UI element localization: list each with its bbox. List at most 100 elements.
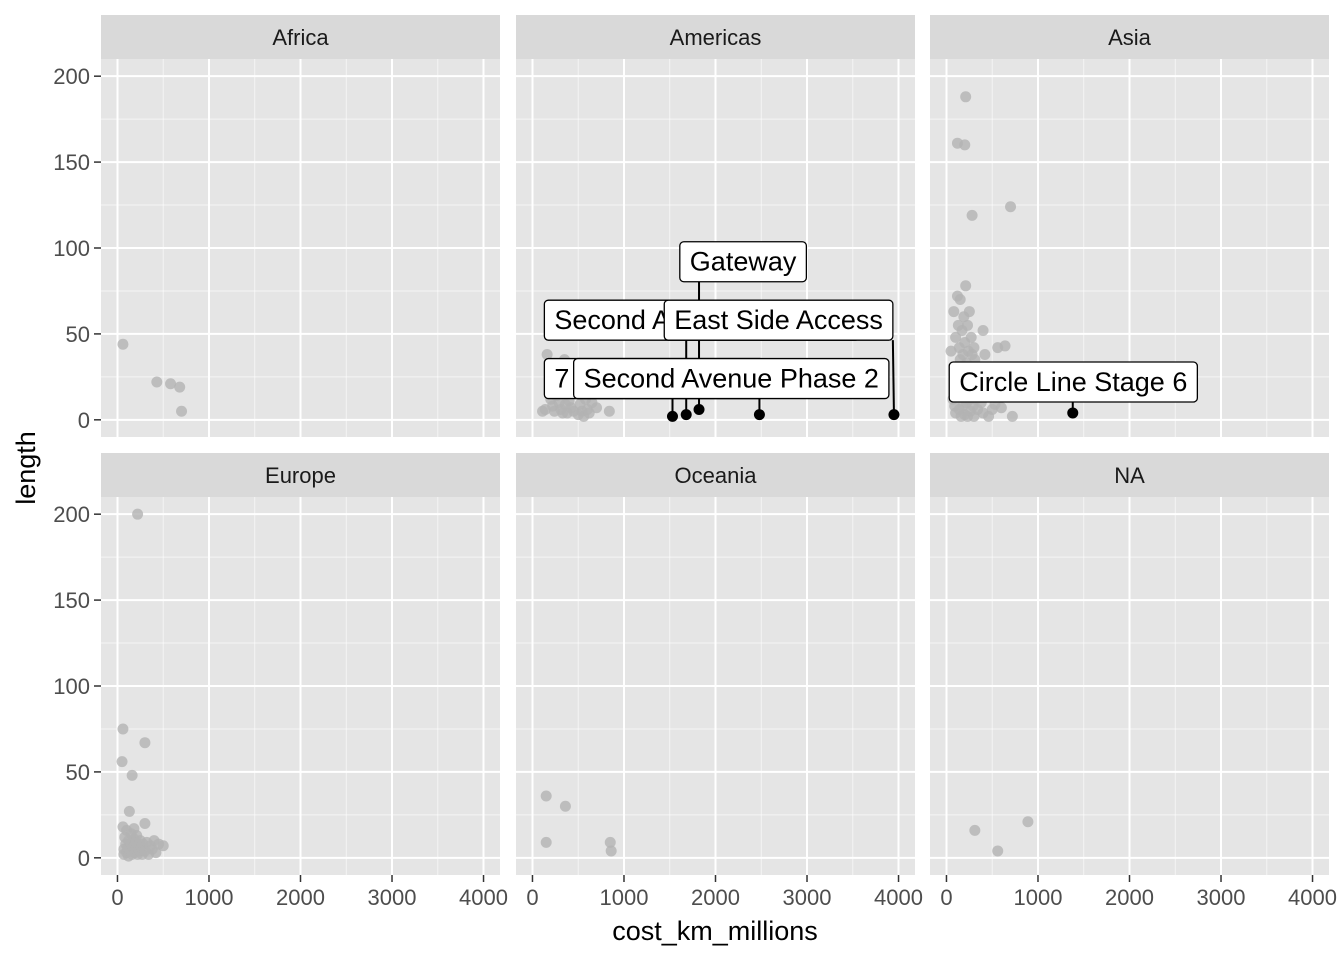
highlight-point (680, 409, 692, 421)
x-tick-label: 4000 (874, 885, 923, 910)
facet-strip (101, 15, 500, 59)
data-point (165, 378, 177, 390)
data-point (603, 405, 615, 417)
label-text: Second Avenue Phase 2 (584, 364, 879, 394)
x-tick-label: 1000 (185, 885, 234, 910)
data-point (995, 402, 1007, 414)
data-point (541, 349, 553, 361)
data-point (150, 847, 162, 859)
facet-africa: Africa (101, 15, 500, 437)
y-tick-label: 100 (53, 236, 90, 261)
facet-oceania: Oceania (516, 453, 915, 875)
data-point (960, 91, 972, 103)
x-tick-label: 2000 (276, 885, 325, 910)
data-point (960, 280, 972, 292)
label-text: East Side Access (674, 305, 883, 335)
y-tick-label: 50 (66, 322, 90, 347)
data-point (992, 845, 1004, 857)
data-point (540, 790, 552, 802)
facet-panels: Africa Americas 7 Line ExtensionSecond Ave… (101, 15, 1329, 875)
data-point (123, 805, 135, 817)
data-point (116, 756, 128, 768)
highlight-point (693, 404, 705, 416)
x-axis-title: cost_km_millions (612, 916, 818, 946)
data-point (605, 845, 617, 857)
data-point (969, 824, 981, 836)
x-axis-col-2: 0 1000 2000 3000 4000 (526, 875, 923, 910)
y-tick-label: 150 (53, 150, 90, 175)
x-tick-label: 3000 (1197, 885, 1246, 910)
y-tick-label: 200 (53, 64, 90, 89)
y-tick-label: 50 (66, 760, 90, 785)
data-point (948, 306, 960, 318)
y-tick-label: 0 (78, 846, 90, 871)
data-point (132, 508, 144, 520)
data-point (591, 402, 603, 414)
label-text: Gateway (690, 247, 797, 277)
facet-europe: Europe (101, 453, 500, 875)
facet-strip (930, 453, 1329, 497)
data-point (950, 331, 962, 343)
data-point (151, 376, 163, 388)
label-box (573, 357, 890, 400)
facet-strip (516, 15, 915, 59)
data-point (540, 836, 552, 848)
label-second-avenue-phase-2: Second Avenue Phase 2 (573, 357, 890, 400)
x-tick-label: 0 (111, 885, 123, 910)
data-point (1006, 410, 1018, 422)
data-point (157, 840, 169, 852)
data-point (979, 349, 991, 361)
data-point (959, 139, 971, 151)
data-point (1005, 201, 1017, 213)
data-point (945, 345, 957, 357)
data-point (965, 331, 977, 343)
label-text: Circle Line Stage 6 (959, 367, 1187, 397)
facet-strip-label: Oceania (675, 463, 758, 488)
y-tick-label: 200 (53, 502, 90, 527)
x-tick-label: 3000 (783, 885, 832, 910)
x-tick-label: 0 (526, 885, 538, 910)
x-axis-col-3: 0 1000 2000 3000 4000 (940, 875, 1337, 910)
highlight-point (753, 409, 765, 421)
y-tick-label: 100 (53, 674, 90, 699)
x-tick-label: 1000 (1014, 885, 1063, 910)
x-tick-label: 0 (940, 885, 952, 910)
x-tick-label: 1000 (600, 885, 649, 910)
data-point (962, 319, 974, 331)
data-point (117, 723, 129, 735)
facet-asia: Asia Circle Line Stage 6 (930, 15, 1329, 437)
x-tick-label: 4000 (459, 885, 508, 910)
y-axis-row-2: 0 50 100 150 200 (53, 502, 101, 871)
label-east-side-access: East Side Access (663, 299, 894, 341)
data-point (604, 836, 616, 848)
facet-na: NA (930, 453, 1329, 875)
label-box (663, 299, 894, 341)
data-point (963, 306, 975, 318)
label-gateway: Gateway (679, 241, 808, 283)
y-tick-label: 150 (53, 588, 90, 613)
y-axes: 0 50 100 150 200 0 50 100 150 200 (53, 64, 101, 871)
highlight-points (666, 404, 900, 422)
facet-strip-label: Asia (1108, 25, 1152, 50)
data-point (999, 340, 1011, 352)
data-point (117, 338, 129, 350)
facet-strip-label: Europe (265, 463, 336, 488)
data-point (176, 405, 188, 417)
data-point (977, 324, 989, 336)
facet-strip (516, 453, 915, 497)
label-box (679, 241, 808, 283)
data-point (968, 342, 980, 354)
x-tick-label: 2000 (691, 885, 740, 910)
data-point (1022, 816, 1034, 828)
label-box (948, 361, 1199, 403)
facet-strip-label: Africa (272, 25, 329, 50)
data-point (559, 800, 571, 812)
x-tick-label: 3000 (368, 885, 417, 910)
facet-strip (101, 453, 500, 497)
data-point (966, 209, 978, 221)
data-point (139, 737, 151, 749)
x-axes: 0 1000 2000 3000 4000 0 1000 2000 3000 4000 0 1000 2… (111, 875, 1337, 910)
x-tick-label: 4000 (1288, 885, 1337, 910)
x-tick-label: 2000 (1105, 885, 1154, 910)
data-point (174, 381, 186, 393)
